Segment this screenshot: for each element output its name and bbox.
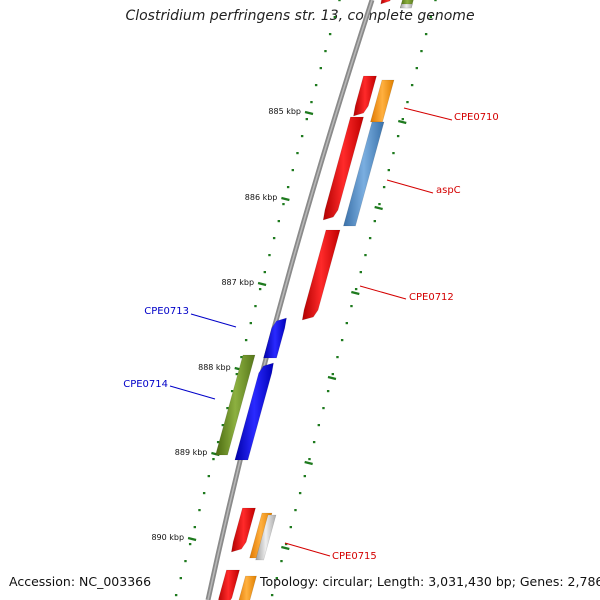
major-tick (304, 460, 313, 466)
gene-arrow-forward[interactable] (380, 0, 395, 5)
gene-arrow-aspc[interactable] (322, 116, 364, 221)
gene-block-orange[interactable] (370, 79, 395, 123)
feature-label[interactable]: CPE0714 (123, 379, 168, 390)
feature-leader-line (190, 313, 237, 328)
feature-label[interactable]: CPE0715 (332, 551, 377, 562)
right-scale-track (270, 0, 437, 597)
gene-block-gray[interactable] (400, 3, 413, 9)
gene-arrow-cpe0714[interactable] (234, 362, 274, 461)
gene-block-gray[interactable] (255, 514, 277, 561)
genome-backbone (205, 0, 375, 600)
kbp-label: 887 kbp (221, 278, 254, 287)
kbp-label: 890 kbp (151, 533, 184, 542)
gene-arrow-cpe0715[interactable] (231, 507, 256, 553)
major-tick (327, 375, 337, 381)
feature-leader-line (359, 285, 407, 300)
kbp-label: 889 kbp (175, 448, 208, 457)
gene-arrow-cpe0712[interactable] (301, 229, 341, 321)
major-tick (351, 290, 360, 296)
map-title: Clostridium perfringens str. 13, complet… (125, 8, 475, 24)
gene-block-olive[interactable] (215, 354, 256, 456)
gene-arrow-cpe0710[interactable] (353, 75, 377, 117)
feature-leader-line (386, 179, 434, 194)
gene-arrow-forward[interactable] (217, 569, 240, 600)
accession-text: Accession: NC_003366 (9, 574, 152, 589)
major-tick (374, 205, 383, 211)
genome-summary: Topology: circular; Length: 3,031,430 bp… (260, 574, 600, 589)
major-tick (397, 119, 407, 125)
gene-block-orange[interactable] (237, 575, 257, 600)
gene-arrow-cpe0713[interactable] (263, 317, 287, 359)
feature-label[interactable]: aspC (436, 185, 461, 196)
feature-label[interactable]: CPE0712 (409, 292, 454, 303)
kbp-ticks: 885 kbp 886 kbp 887 kbp 888 kbp 889 kbp 890 k… (151, 107, 407, 551)
gene-block-steelblue[interactable] (343, 121, 385, 227)
kbp-label: 888 kbp (198, 363, 231, 372)
major-tick (257, 281, 267, 287)
feature-leader-line (403, 107, 453, 121)
kbp-label: 886 kbp (245, 193, 278, 202)
major-tick (281, 545, 290, 551)
feature-leader-line (169, 385, 216, 400)
major-tick (304, 110, 314, 116)
feature-label[interactable]: CPE0713 (144, 306, 189, 317)
kbp-label: 885 kbp (268, 107, 301, 116)
major-tick (281, 196, 290, 202)
major-tick (187, 536, 197, 542)
left-scale-track (174, 0, 341, 597)
feature-leader-line (284, 542, 331, 557)
feature-label[interactable]: CPE0710 (454, 112, 499, 123)
